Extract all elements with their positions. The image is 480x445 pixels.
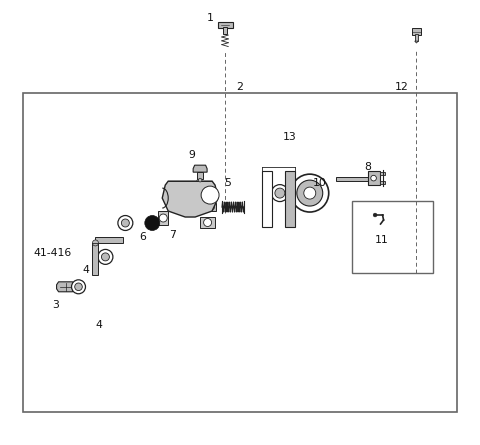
Polygon shape: [415, 41, 418, 43]
Circle shape: [159, 214, 167, 222]
Bar: [415, 34, 418, 41]
Bar: [23, 93, 457, 413]
Text: 41-416: 41-416: [34, 248, 72, 258]
Text: 13: 13: [283, 132, 297, 142]
Circle shape: [98, 249, 113, 264]
Bar: [380, 172, 385, 175]
Text: 4: 4: [82, 265, 89, 275]
Bar: [262, 171, 272, 227]
Circle shape: [304, 187, 316, 199]
Circle shape: [210, 205, 215, 210]
Bar: [96, 237, 123, 243]
Bar: [412, 28, 421, 35]
Bar: [208, 203, 216, 211]
Bar: [352, 201, 433, 273]
Bar: [223, 27, 227, 34]
Circle shape: [93, 240, 98, 246]
Text: 5: 5: [225, 178, 231, 188]
Polygon shape: [200, 217, 215, 228]
Circle shape: [373, 213, 377, 217]
Text: 9: 9: [189, 150, 195, 160]
Circle shape: [201, 186, 219, 204]
Circle shape: [75, 283, 82, 291]
Text: 1: 1: [207, 12, 214, 23]
Text: 8: 8: [364, 162, 371, 172]
Circle shape: [271, 185, 288, 202]
Text: 2: 2: [237, 82, 243, 93]
Text: 6: 6: [139, 232, 146, 242]
Circle shape: [101, 253, 109, 261]
Text: 12: 12: [395, 82, 408, 93]
Polygon shape: [193, 165, 207, 172]
Polygon shape: [162, 181, 218, 217]
Text: 10: 10: [313, 178, 327, 188]
Bar: [93, 243, 98, 275]
Circle shape: [121, 219, 129, 227]
Circle shape: [204, 218, 212, 227]
Circle shape: [198, 178, 202, 182]
Circle shape: [72, 280, 85, 294]
Bar: [217, 22, 232, 28]
Circle shape: [275, 188, 285, 198]
Circle shape: [145, 215, 160, 231]
Polygon shape: [158, 211, 168, 225]
Text: 7: 7: [169, 230, 176, 240]
Bar: [368, 171, 380, 185]
Text: 3: 3: [52, 300, 59, 310]
Polygon shape: [57, 282, 74, 292]
Circle shape: [291, 174, 329, 212]
Circle shape: [371, 175, 376, 181]
Text: 11: 11: [375, 235, 388, 245]
Bar: [197, 172, 203, 179]
Text: 4: 4: [95, 320, 102, 330]
Bar: [285, 171, 295, 227]
Bar: [380, 181, 385, 184]
Circle shape: [118, 215, 133, 231]
Circle shape: [297, 180, 323, 206]
Bar: [336, 177, 368, 181]
